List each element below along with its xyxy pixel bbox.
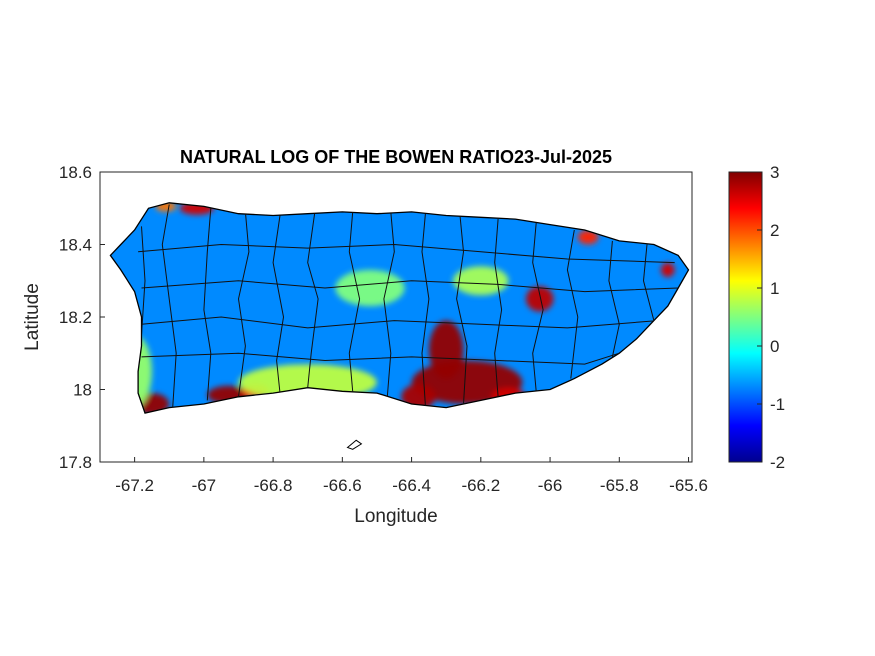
x-tick-label: -66.8 bbox=[254, 476, 293, 495]
municipal-boundary-2 bbox=[203, 208, 212, 401]
x-tick-label: -67 bbox=[192, 476, 217, 495]
x-tick-label: -66.6 bbox=[323, 476, 362, 495]
municipal-boundary-14 bbox=[642, 244, 655, 321]
heat-anomaly-4 bbox=[525, 286, 554, 312]
municipal-boundary-8 bbox=[421, 213, 430, 406]
heat-anomaly-10 bbox=[577, 230, 599, 245]
colorbar-tick-label: 2 bbox=[770, 221, 779, 240]
y-axis-label: Latitude bbox=[22, 283, 43, 351]
map-plot-area: -67.2 -67 -66.8 -66.6 -66.4 -66.2 -66 -65.8 -65.… bbox=[59, 163, 708, 495]
municipal-boundaries bbox=[137, 204, 679, 408]
chart-title: NATURAL LOG OF THE BOWEN RATIO23-Jul-202… bbox=[180, 147, 612, 167]
heat-anomaly-11 bbox=[660, 262, 675, 278]
x-tick-label: -67.2 bbox=[115, 476, 154, 495]
x-tick-label: -66 bbox=[538, 476, 563, 495]
x-axis-label: Longitude bbox=[354, 506, 437, 527]
y-tick-label: 18.2 bbox=[59, 308, 92, 327]
municipal-boundary-17 bbox=[141, 316, 658, 329]
x-tick-label: -66.2 bbox=[461, 476, 500, 495]
municipal-boundary-3 bbox=[237, 211, 250, 397]
x-axis-ticks: -67.2 -67 -66.8 -66.6 -66.4 -66.2 -66 -65.8 -65.… bbox=[115, 457, 708, 495]
coastline bbox=[109, 202, 690, 414]
colorbar-tick-label: 3 bbox=[770, 163, 779, 182]
y-tick-label: 18 bbox=[73, 381, 92, 400]
heat-anomaly-13 bbox=[453, 266, 509, 296]
y-axis-ticks: 17.8 18 18.2 18.4 18.6 bbox=[59, 163, 105, 472]
municipal-boundary-12 bbox=[566, 229, 579, 379]
colorbar: -2 -1 0 1 2 3 bbox=[728, 163, 785, 472]
x-tick-label: -66.4 bbox=[392, 476, 431, 495]
municipal-boundary-18 bbox=[141, 352, 620, 365]
x-tick-label: -65.8 bbox=[600, 476, 639, 495]
heat-anomaly-1 bbox=[428, 320, 464, 379]
municipal-boundary-10 bbox=[494, 219, 503, 397]
municipal-boundary-15 bbox=[138, 243, 675, 264]
colorbar-tick-label: -2 bbox=[770, 453, 785, 472]
municipal-boundary-16 bbox=[141, 280, 679, 293]
colorbar-tick-label: -1 bbox=[770, 395, 785, 414]
bowen-ratio-heatmap bbox=[109, 202, 690, 450]
municipal-boundary-7 bbox=[383, 211, 395, 397]
islet-0 bbox=[346, 439, 363, 450]
municipal-boundary-5 bbox=[307, 213, 319, 388]
colorbar-gradient bbox=[728, 171, 763, 463]
y-tick-label: 18.6 bbox=[59, 163, 92, 182]
municipal-boundary-6 bbox=[348, 211, 361, 392]
y-tick-label: 18.4 bbox=[59, 236, 92, 255]
colorbar-ticks: -2 -1 0 1 2 3 bbox=[757, 163, 785, 472]
land-base bbox=[110, 202, 689, 414]
municipal-boundary-9 bbox=[456, 215, 468, 405]
colorbar-tick-label: 1 bbox=[770, 279, 779, 298]
colorbar-tick-label: 0 bbox=[770, 337, 779, 356]
municipal-boundary-1 bbox=[161, 204, 177, 408]
municipal-boundary-11 bbox=[532, 222, 544, 392]
x-tick-label: -65.6 bbox=[669, 476, 708, 495]
heat-anomaly-12 bbox=[335, 269, 405, 307]
y-tick-label: 17.8 bbox=[59, 453, 92, 472]
